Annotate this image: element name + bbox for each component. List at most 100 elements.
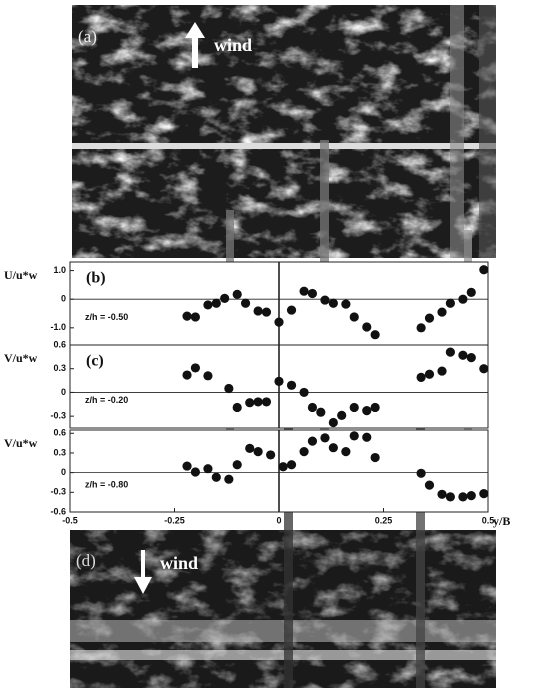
point <box>241 299 250 308</box>
point <box>287 381 296 390</box>
point <box>203 464 212 473</box>
point <box>329 418 338 427</box>
point <box>350 431 359 440</box>
photo-d: (d) wind <box>70 530 496 688</box>
point <box>362 322 371 331</box>
point <box>308 437 317 446</box>
point <box>299 287 308 296</box>
point <box>437 307 446 316</box>
point <box>417 323 426 332</box>
point <box>350 312 359 321</box>
point <box>467 353 476 362</box>
point <box>437 490 446 499</box>
x-tick-label: -0.25 <box>164 515 185 525</box>
point <box>371 403 380 412</box>
x-tick-label: 0.25 <box>375 515 393 525</box>
point <box>479 265 488 274</box>
point <box>337 411 346 420</box>
point <box>417 373 426 382</box>
point <box>245 398 254 407</box>
point <box>458 492 467 501</box>
point <box>425 481 434 490</box>
point <box>254 447 263 456</box>
point <box>350 403 359 412</box>
point <box>362 433 371 442</box>
point <box>233 460 242 469</box>
point <box>220 294 229 303</box>
point <box>182 370 191 379</box>
y-tick-label: 0 <box>61 467 66 477</box>
y-tick-label: 0 <box>61 294 66 304</box>
point <box>182 311 191 320</box>
point <box>254 397 263 406</box>
point <box>341 447 350 456</box>
y-tick-label: 1.0 <box>53 265 66 275</box>
point <box>224 475 233 484</box>
annotation: z/h = -0.80 <box>85 479 128 489</box>
y-axis-label: V/u*w <box>4 351 38 365</box>
point <box>437 366 446 375</box>
photo-a: (a) wind <box>72 5 496 258</box>
point <box>245 444 254 453</box>
point <box>362 406 371 415</box>
point <box>287 305 296 314</box>
point <box>316 408 325 417</box>
point <box>212 473 221 482</box>
point <box>425 313 434 322</box>
point <box>233 403 242 412</box>
point <box>254 306 263 315</box>
point <box>203 371 212 380</box>
panel-label: (a) <box>78 27 97 46</box>
y-tick-label: 0.6 <box>53 428 66 438</box>
point <box>458 295 467 304</box>
y-tick-label: -0.3 <box>50 487 66 497</box>
point <box>279 462 288 471</box>
panel-label: (b) <box>86 270 106 287</box>
point <box>446 348 455 357</box>
point <box>371 330 380 339</box>
point <box>467 491 476 500</box>
point <box>320 295 329 304</box>
point <box>266 450 275 459</box>
wind-label: wind <box>214 35 252 55</box>
point <box>446 492 455 501</box>
x-tick-label: 0 <box>276 515 281 525</box>
point <box>191 312 200 321</box>
panel-label: (d) <box>76 551 96 570</box>
x-axis-label: y/B <box>493 514 510 528</box>
point <box>233 290 242 299</box>
y-tick-label: 0.6 <box>53 339 66 349</box>
point <box>308 289 317 298</box>
y-tick-label: -1.0 <box>50 322 66 332</box>
point <box>287 460 296 469</box>
point <box>191 363 200 372</box>
y-tick-label: 0 <box>61 387 66 397</box>
point <box>308 403 317 412</box>
point <box>262 397 271 406</box>
annotation: z/h = -0.50 <box>85 312 128 322</box>
point <box>329 443 338 452</box>
y-tick-label: 0.3 <box>53 363 66 373</box>
point <box>320 433 329 442</box>
point <box>458 351 467 360</box>
charts: 1.00-1.0U/u*w(b)z/h = -0.500.60.30-0.3V/… <box>4 262 510 528</box>
point <box>329 299 338 308</box>
x-tick-label: -0.5 <box>62 515 78 525</box>
point <box>224 384 233 393</box>
y-axis-label: V/u*w <box>4 436 38 450</box>
point <box>479 364 488 373</box>
point <box>371 453 380 462</box>
point <box>274 377 283 386</box>
y-tick-label: 0.3 <box>53 447 66 457</box>
point <box>203 300 212 309</box>
figure: (a) wind (d) wind 1.00-1.0U/u*w(b)z/h = … <box>0 0 536 688</box>
point <box>479 489 488 498</box>
wind-label: wind <box>160 553 198 573</box>
point <box>299 447 308 456</box>
point <box>191 467 200 476</box>
annotation: z/h = -0.20 <box>85 395 128 405</box>
y-tick-label: -0.3 <box>50 411 66 421</box>
panel-label: (c) <box>86 353 104 370</box>
point <box>182 461 191 470</box>
point <box>467 288 476 297</box>
